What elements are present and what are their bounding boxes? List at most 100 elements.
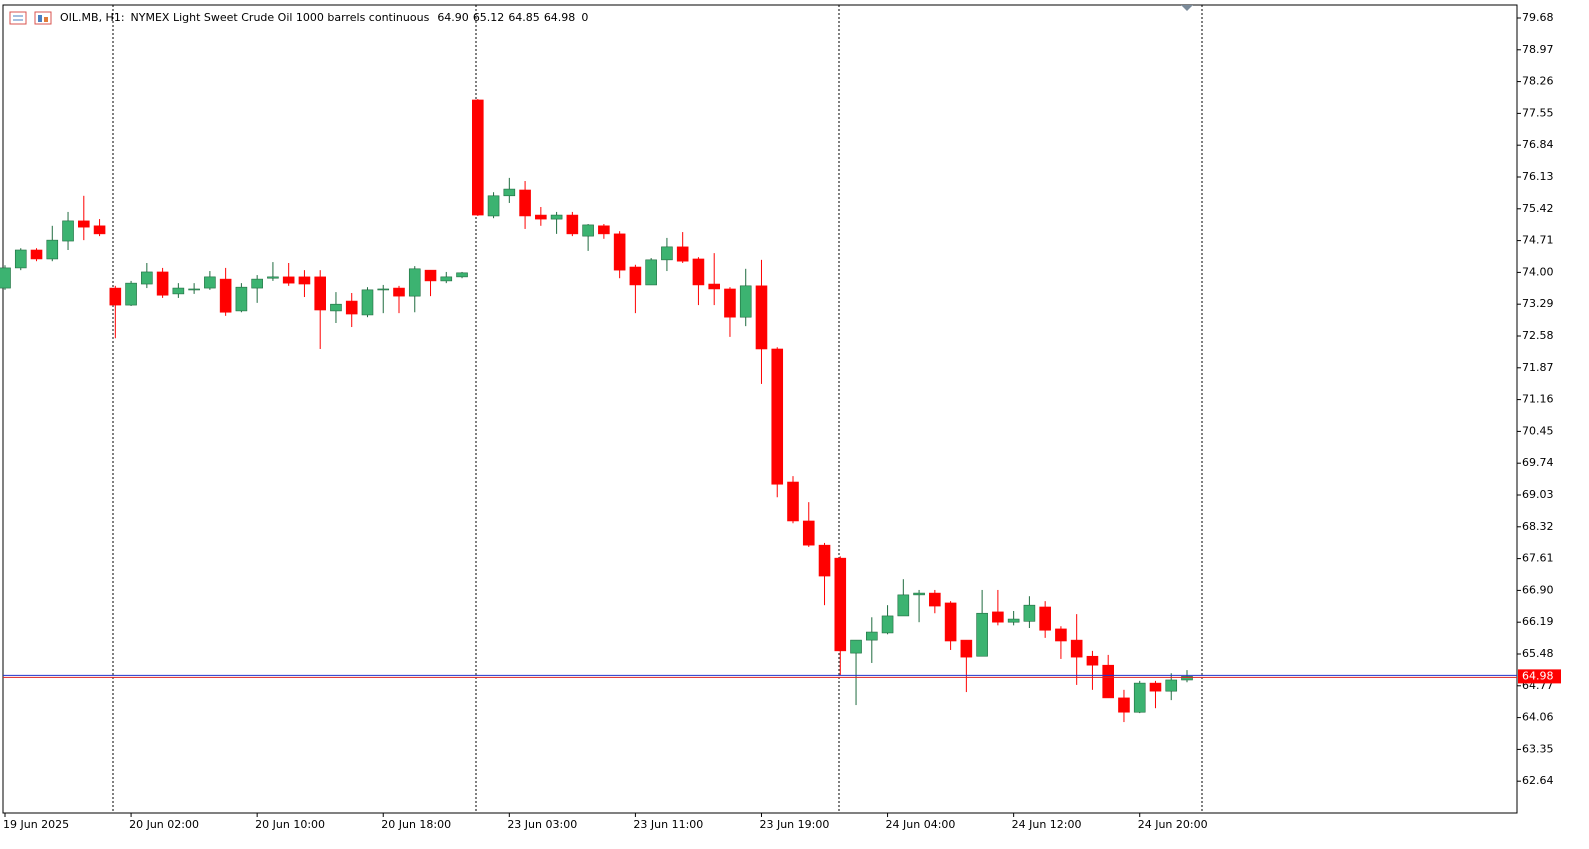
- candle-body: [708, 283, 721, 290]
- y-tick-label: 74.71: [1522, 234, 1554, 247]
- candle-body: [1055, 628, 1067, 642]
- y-tick-label: 74.00: [1522, 265, 1554, 278]
- candle-body: [1133, 682, 1146, 713]
- candle-body: [14, 249, 27, 269]
- candle-body: [30, 249, 43, 260]
- period-separators: [112, 5, 1203, 813]
- x-tick-label: 23 Jun 11:00: [633, 818, 703, 831]
- candle-body: [661, 246, 673, 261]
- spread: 0: [581, 11, 588, 24]
- candle-body: [818, 544, 831, 577]
- icon[interactable]: [34, 11, 52, 25]
- candle-body: [0, 267, 11, 289]
- candle-body: [582, 224, 594, 237]
- y-tick-label: 77.55: [1522, 106, 1554, 119]
- price-label: 64.98: [1522, 669, 1554, 682]
- candle-body: [960, 639, 973, 658]
- candle-body: [598, 225, 610, 235]
- candle-body: [1007, 618, 1020, 623]
- candle-body: [487, 195, 500, 217]
- candle-body: [219, 278, 232, 313]
- candle-body: [46, 239, 59, 260]
- x-tick-label: 19 Jun 2025: [3, 818, 69, 831]
- candle-body: [897, 594, 910, 617]
- plot-area: [2, 4, 1518, 814]
- y-tick-label: 69.74: [1522, 456, 1554, 469]
- candle-body: [188, 288, 200, 291]
- candle-body: [724, 288, 736, 318]
- candle-body: [156, 271, 169, 296]
- y-tick-label: 66.90: [1522, 583, 1554, 596]
- candle-body: [834, 557, 847, 652]
- shift-marker[interactable]: [1181, 5, 1193, 11]
- chart-subtitle: NYMEX Light Sweet Crude Oil 1000 barrels…: [131, 11, 430, 24]
- x-tick-label: 24 Jun 20:00: [1138, 818, 1208, 831]
- y-tick-label: 62.64: [1522, 774, 1554, 787]
- y-tick-label: 67.61: [1522, 552, 1554, 565]
- candle-body: [519, 189, 531, 217]
- y-tick-label: 64.06: [1522, 711, 1554, 724]
- candle-body: [456, 272, 468, 278]
- ohlc-label: 64.98: [544, 11, 576, 24]
- candle-body: [471, 99, 484, 216]
- x-tick-label: 20 Jun 10:00: [255, 818, 325, 831]
- x-tick-label: 20 Jun 02:00: [129, 818, 199, 831]
- x-tick-label: 20 Jun 18:00: [381, 818, 451, 831]
- candle-body: [755, 285, 768, 350]
- candle-body: [267, 276, 279, 279]
- candle-body: [1102, 664, 1114, 699]
- candle-body: [802, 520, 815, 546]
- candle-body: [739, 285, 752, 318]
- candle-body: [1181, 676, 1193, 681]
- price-label-box: [1518, 669, 1561, 684]
- icon[interactable]: [9, 11, 27, 25]
- candle-body: [1070, 639, 1083, 658]
- chart-title: OIL.MB, H1:: [60, 11, 125, 24]
- y-tick-label: 65.48: [1522, 647, 1554, 660]
- candle-body: [629, 266, 642, 286]
- x-tick-label: 23 Jun 03:00: [507, 818, 577, 831]
- candle-body: [204, 276, 216, 289]
- candle-body: [1118, 697, 1130, 713]
- candle-body: [361, 289, 374, 316]
- y-tick-label: 70.45: [1522, 424, 1554, 437]
- y-tick-label: 71.16: [1522, 393, 1554, 406]
- candle-body: [282, 276, 295, 284]
- candle-body: [676, 246, 689, 262]
- y-tick-label: 75.42: [1522, 202, 1554, 215]
- candle-body: [251, 278, 263, 289]
- candle-body: [944, 602, 957, 642]
- y-tick-label: 71.87: [1522, 361, 1554, 374]
- candle-body: [440, 276, 453, 282]
- y-tick-label: 76.13: [1522, 170, 1554, 183]
- candle-body: [771, 348, 784, 485]
- candle-body: [913, 592, 925, 596]
- y-tick-label: 68.32: [1522, 520, 1554, 533]
- candle-body: [1149, 682, 1162, 692]
- candle-body: [172, 287, 185, 295]
- icon-bar: [44, 17, 48, 22]
- candle-body: [235, 286, 248, 312]
- x-tick-label: 24 Jun 04:00: [886, 818, 956, 831]
- candle-body: [645, 259, 657, 286]
- candle-body: [976, 612, 988, 657]
- candle-body: [550, 214, 563, 220]
- candle-body: [408, 268, 421, 297]
- candle-body: [424, 269, 437, 282]
- x-tick-label: 24 Jun 12:00: [1012, 818, 1082, 831]
- ohlc-label: 65.12: [473, 11, 505, 24]
- candle-body: [1023, 604, 1036, 622]
- y-tick-label: 78.26: [1522, 75, 1554, 88]
- candle-body: [62, 220, 74, 242]
- y-tick-label: 63.35: [1522, 742, 1554, 755]
- candle-body: [881, 615, 894, 634]
- candle-body: [1165, 679, 1178, 692]
- y-tick-label: 79.68: [1522, 11, 1554, 24]
- y-tick-label: 78.97: [1522, 43, 1554, 56]
- ohlc-label: 64.85: [508, 11, 540, 24]
- candle-body: [929, 592, 941, 607]
- candle-body: [78, 220, 90, 228]
- candle-body: [377, 288, 390, 291]
- candle-body: [992, 611, 1004, 623]
